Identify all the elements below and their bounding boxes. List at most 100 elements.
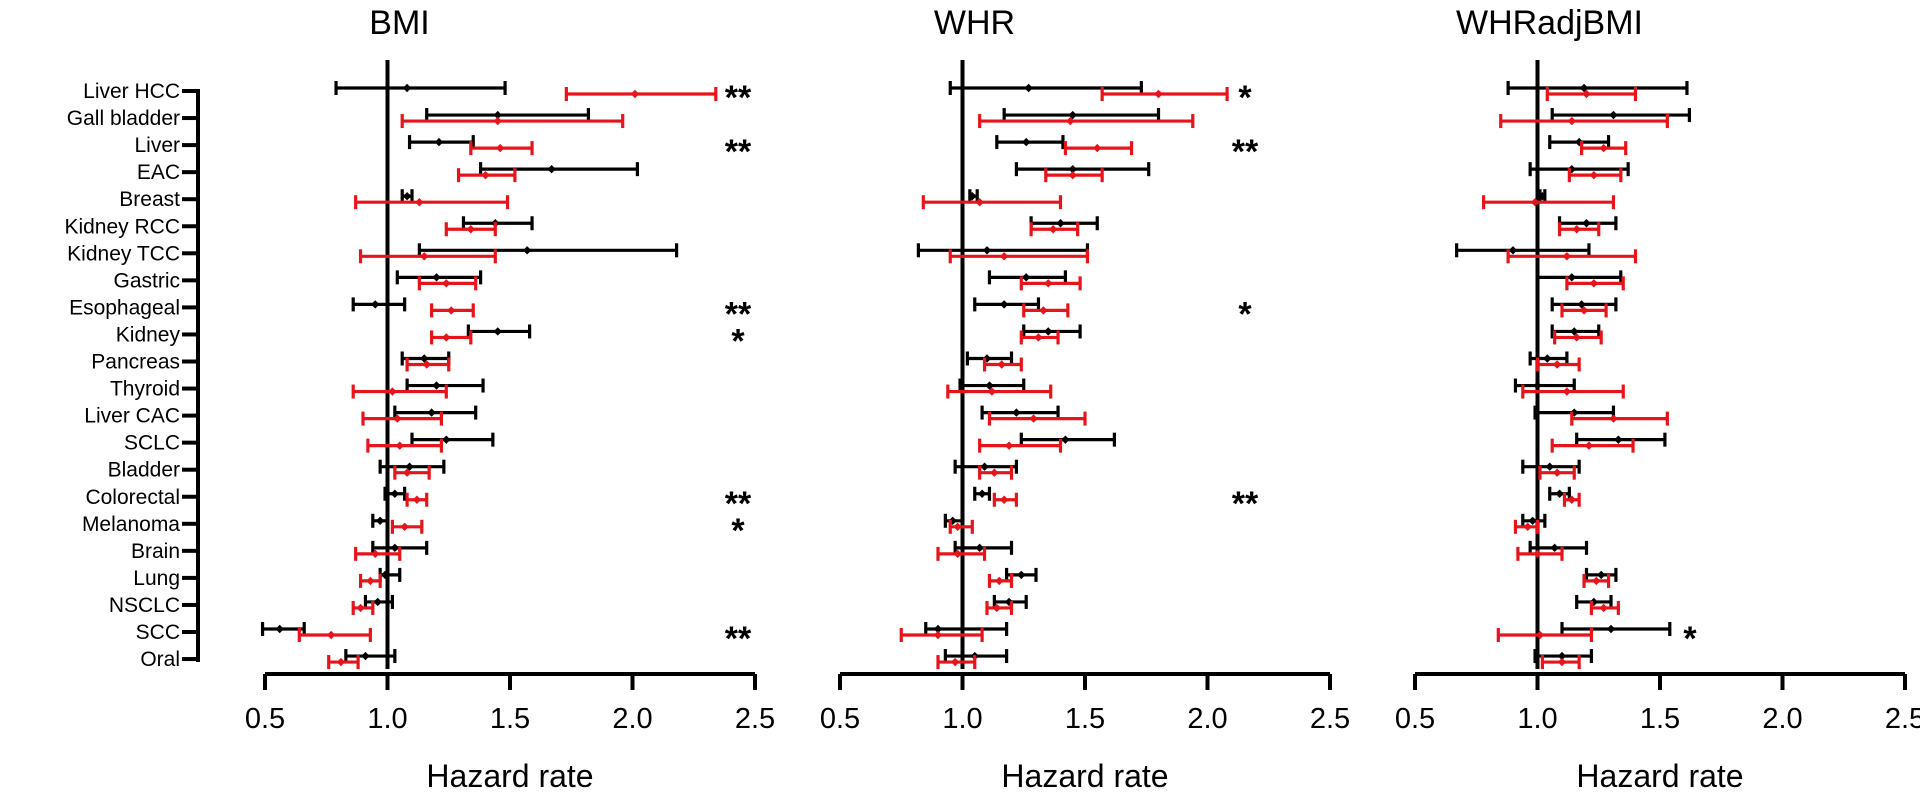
black-point-estimate: [977, 489, 987, 498]
red-point-estimate: [1066, 116, 1075, 126]
x-tick-label: 2.0: [1187, 703, 1227, 735]
red-point-estimate: [950, 657, 960, 667]
red-interval-scc: [1496, 628, 1594, 642]
red-interval-brain: [354, 546, 402, 561]
red-interval-liver: [469, 141, 534, 156]
red-interval-bladder: [1538, 465, 1576, 480]
black-point-estimate: [1567, 164, 1576, 174]
black-interval-esophageal: [973, 297, 1041, 312]
black-interval-gastric: [395, 270, 483, 285]
red-point-estimate: [393, 414, 402, 423]
black-point-estimate: [1577, 300, 1586, 309]
red-point-estimate: [1552, 468, 1562, 477]
red-point-estimate: [1004, 441, 1014, 450]
panel-title: WHR: [934, 4, 1015, 42]
red-point-estimate: [1589, 170, 1599, 180]
red-interval-brain: [1516, 546, 1564, 561]
red-interval-colorectal: [1562, 492, 1581, 507]
panels-layer: Liver HCC Gall bladder Liver EAC Breast Kidne…: [64, 4, 1920, 794]
x-tick-label: 0.5: [245, 703, 285, 735]
black-point-estimate: [1589, 597, 1599, 607]
red-interval-liver-cac: [987, 411, 1087, 426]
red-point-estimate: [371, 549, 380, 559]
red-point-estimate: [990, 468, 999, 477]
black-point-estimate: [1606, 624, 1616, 634]
black-point-estimate: [493, 327, 502, 336]
red-point-estimate: [1589, 279, 1599, 288]
red-interval-scc: [899, 628, 984, 642]
red-interval-sclc: [366, 438, 443, 453]
x-tick-label: 1.0: [1517, 703, 1557, 735]
red-point-estimate: [1567, 116, 1576, 126]
significance-marker-melanoma: *: [731, 512, 745, 550]
black-point-estimate: [402, 192, 412, 201]
red-interval-kidney: [1019, 330, 1060, 345]
black-interval-liver-hcc: [1506, 81, 1689, 95]
black-point-estimate: [373, 597, 382, 607]
red-point-estimate: [987, 387, 997, 396]
red-interval-gall-bladder: [1499, 114, 1669, 129]
red-point-estimate: [1068, 170, 1077, 180]
black-interval-eac: [479, 162, 640, 177]
red-point-estimate: [1579, 306, 1589, 315]
red-point-estimate: [1044, 279, 1053, 288]
black-point-estimate: [1017, 570, 1026, 580]
red-interval-kidney-rcc: [1557, 222, 1601, 237]
red-point-estimate: [1582, 89, 1591, 99]
red-point-estimate: [953, 549, 962, 559]
red-point-estimate: [999, 252, 1009, 261]
category-label-liver-hcc: Liver HCC: [83, 80, 180, 103]
red-point-estimate: [1034, 333, 1043, 342]
red-interval-melanoma: [1513, 519, 1540, 534]
category-label-brain: Brain: [131, 540, 180, 563]
red-interval-nsclc: [351, 600, 375, 615]
black-point-estimate: [442, 435, 451, 444]
red-interval-kidney: [430, 330, 473, 345]
red-point-estimate: [493, 116, 502, 126]
black-interval-eac: [1528, 162, 1630, 177]
black-point-estimate: [1555, 489, 1564, 498]
red-interval-kidney-tcc: [358, 249, 497, 264]
black-point-estimate: [933, 624, 943, 634]
black-interval-colorectal: [383, 486, 407, 501]
panel-title: WHRadjBMI: [1456, 4, 1643, 42]
category-label-scc: SCC: [136, 621, 180, 644]
black-interval-kidney: [466, 324, 532, 339]
category-label-gastric: Gastric: [113, 269, 180, 292]
black-interval-liver-hcc: [334, 81, 507, 95]
black-point-estimate: [1528, 516, 1537, 525]
black-interval-liver: [1548, 135, 1611, 150]
black-point-estimate: [968, 192, 977, 201]
black-interval-gastric: [1535, 270, 1623, 285]
red-interval-thyroid: [946, 384, 1053, 399]
red-interval-esophageal: [1022, 303, 1070, 318]
black-interval-liver: [995, 135, 1065, 150]
black-interval-oral: [1533, 649, 1594, 664]
red-point-estimate: [1609, 414, 1618, 423]
black-point-estimate: [999, 300, 1009, 309]
panel-title: BMI: [369, 4, 429, 42]
black-point-estimate: [522, 246, 532, 255]
x-tick-label: 2.0: [612, 703, 652, 735]
black-interval-nsclc: [1575, 594, 1613, 609]
category-label-kidney: Kidney: [116, 323, 181, 346]
red-point-estimate: [412, 495, 422, 504]
category-label-liver: Liver: [134, 134, 180, 157]
x-tick-label: 0.5: [1395, 703, 1435, 735]
red-point-estimate: [1535, 630, 1545, 640]
red-point-estimate: [422, 360, 431, 369]
black-point-estimate: [1022, 273, 1031, 282]
red-interval-kidney-rcc: [1029, 222, 1080, 237]
black-point-estimate: [380, 570, 390, 580]
black-point-estimate: [375, 516, 385, 525]
black-point-estimate: [1609, 110, 1618, 120]
red-interval-nsclc: [985, 600, 1014, 615]
red-point-estimate: [1567, 495, 1576, 504]
significance-marker-scc: **: [725, 620, 752, 658]
category-label-bladder: Bladder: [108, 459, 180, 482]
red-interval-esophageal: [1560, 303, 1608, 318]
red-point-estimate: [1562, 252, 1572, 261]
